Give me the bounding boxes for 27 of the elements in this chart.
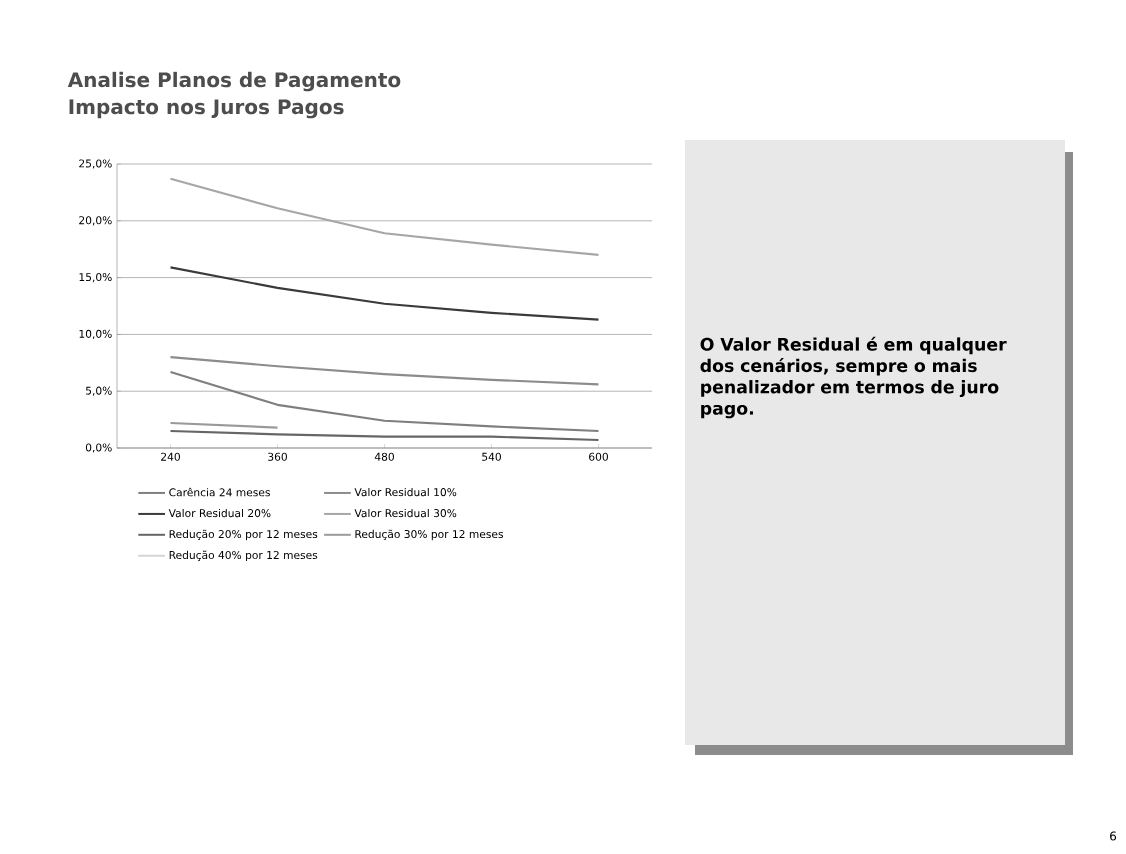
chart-title: Analise Planos de Pagamento bbox=[67, 71, 401, 92]
line-series bbox=[169, 177, 600, 256]
text: 6 bbox=[1110, 831, 1117, 841]
y-tick-label: 0,0% bbox=[85, 443, 112, 453]
legend-label: Redução 20% por 12 meses bbox=[169, 529, 318, 541]
text: O Valor Residual é em qualquer dos cenários, sempre o mais penalizador em termos de juro pago. bbox=[700, 336, 1007, 419]
y-tick-label: 20,0% bbox=[79, 216, 112, 226]
y-tick-label: 10,0% bbox=[79, 329, 112, 339]
legend-label: Valor Residual 20% bbox=[168, 508, 271, 518]
line-series bbox=[169, 356, 600, 386]
x-tick-label: 540 bbox=[482, 452, 501, 461]
line-series bbox=[169, 370, 600, 433]
legend-label: Valor Residual 10% bbox=[354, 487, 457, 497]
x-tick-label: 360 bbox=[268, 452, 287, 461]
legend-label: Redução 40% por 12 meses bbox=[169, 550, 318, 562]
y-tick-label: 5,0% bbox=[86, 386, 112, 396]
y-tick-label: 25,0% bbox=[79, 159, 112, 169]
x-tick-label: 480 bbox=[374, 452, 394, 461]
chart-subtitle: Impacto nos Juros Pagos bbox=[69, 99, 344, 119]
y-tick-label: 15,0% bbox=[79, 273, 112, 283]
legend-label: Valor Residual 30% bbox=[354, 508, 457, 518]
line-series bbox=[169, 429, 600, 442]
x-tick-label: 240 bbox=[161, 452, 180, 461]
legend-label: Carência 24 meses bbox=[169, 487, 270, 497]
legend-label: Redução 30% por 12 meses bbox=[355, 529, 504, 541]
line-series bbox=[169, 266, 600, 321]
x-tick-label: 600 bbox=[589, 452, 608, 461]
